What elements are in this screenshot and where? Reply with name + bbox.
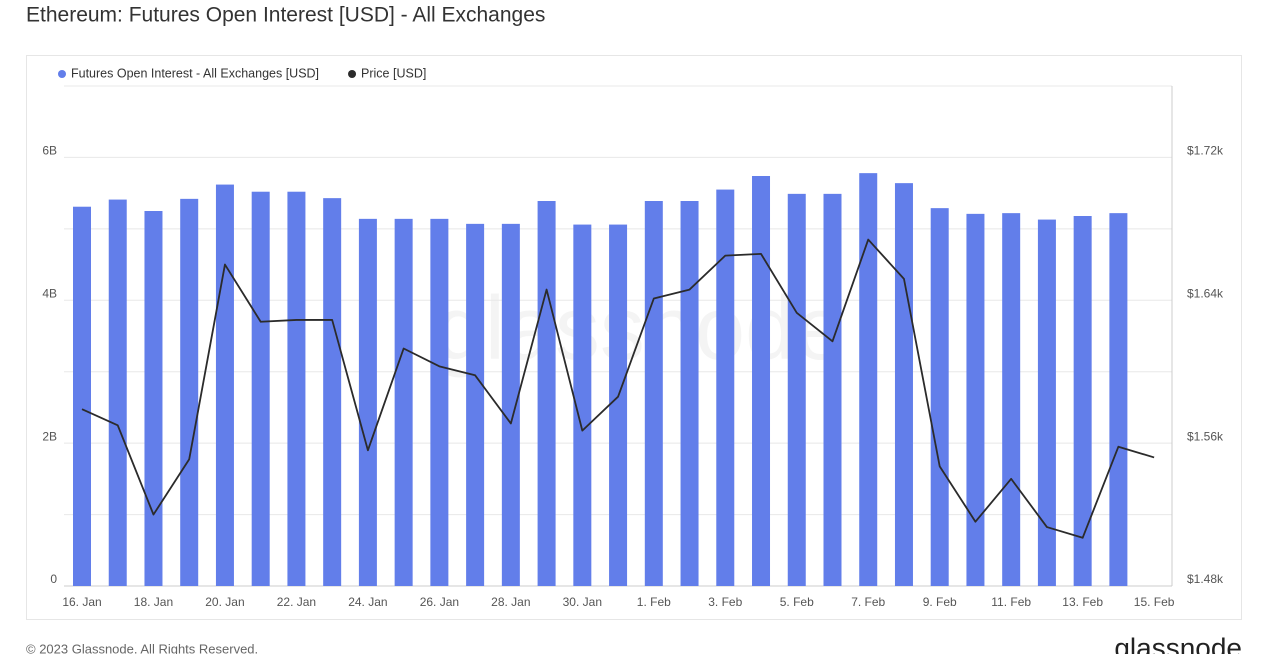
chart-title: Ethereum: Futures Open Interest [USD] - … bbox=[26, 4, 545, 27]
bar bbox=[466, 223, 485, 586]
x-tick-label: 5. Feb bbox=[780, 595, 814, 609]
y2-tick-label: $1.64k bbox=[1187, 286, 1224, 300]
bar bbox=[716, 189, 735, 587]
bar bbox=[73, 206, 91, 586]
bar bbox=[287, 191, 306, 586]
bar bbox=[859, 173, 878, 586]
bar bbox=[430, 218, 449, 586]
y2-tick-label: $1.48k bbox=[1187, 572, 1224, 586]
bar bbox=[215, 184, 234, 587]
footer: © 2023 Glassnode. All Rights Reserved. bbox=[26, 641, 258, 654]
bar bbox=[358, 218, 377, 586]
bar bbox=[394, 218, 413, 586]
x-tick-label: 28. Jan bbox=[491, 595, 530, 609]
bar bbox=[144, 211, 163, 586]
x-tick-label: 1. Feb bbox=[637, 595, 671, 609]
bar bbox=[894, 183, 913, 586]
logo: glassnode bbox=[1114, 632, 1242, 654]
x-tick-label: 26. Jan bbox=[420, 595, 459, 609]
bar bbox=[1109, 213, 1128, 586]
legend-marker bbox=[58, 70, 66, 78]
bar bbox=[680, 201, 699, 586]
x-tick-label: 13. Feb bbox=[1062, 595, 1103, 609]
bar bbox=[1073, 216, 1092, 586]
x-tick-label: 7. Feb bbox=[851, 595, 885, 609]
x-tick-label: 9. Feb bbox=[923, 595, 957, 609]
x-tick-label: 24. Jan bbox=[348, 595, 387, 609]
bar bbox=[966, 213, 985, 586]
y-tick-label: 2B bbox=[42, 429, 57, 443]
x-tick-label: 20. Jan bbox=[205, 595, 244, 609]
bar bbox=[823, 193, 842, 586]
x-tick-label: 30. Jan bbox=[563, 595, 602, 609]
legend-marker bbox=[348, 70, 357, 78]
y2-tick-label: $1.72k bbox=[1187, 144, 1224, 158]
bar bbox=[180, 198, 199, 586]
legend-label: Price [USD] bbox=[361, 66, 426, 80]
bar bbox=[1002, 213, 1021, 586]
x-tick-label: 11. Feb bbox=[991, 595, 1031, 609]
bar bbox=[501, 223, 520, 586]
y-tick-label: 4B bbox=[42, 286, 57, 300]
bar bbox=[644, 201, 663, 586]
bar bbox=[930, 208, 949, 586]
y-tick-label: 0 bbox=[50, 572, 57, 586]
x-tick-label: 16. Jan bbox=[62, 595, 101, 609]
legend-label: Futures Open Interest - All Exchanges [U… bbox=[71, 66, 319, 80]
bar bbox=[108, 199, 127, 587]
bar bbox=[537, 201, 556, 586]
x-tick-label: 15. Feb bbox=[1134, 595, 1175, 609]
bar bbox=[251, 191, 270, 586]
x-tick-label: 18. Jan bbox=[134, 595, 173, 609]
price-line bbox=[81, 238, 1155, 539]
bar bbox=[609, 224, 628, 587]
bar bbox=[787, 193, 806, 586]
y-tick-label: 6B bbox=[42, 144, 57, 158]
bar bbox=[1037, 219, 1056, 587]
x-tick-label: 22. Jan bbox=[277, 595, 316, 609]
chart-frame bbox=[26, 55, 1242, 620]
bar bbox=[573, 224, 592, 587]
bar bbox=[752, 176, 771, 586]
bar bbox=[323, 198, 342, 586]
watermark: glassnode bbox=[435, 279, 845, 379]
x-tick-label: 3. Feb bbox=[708, 595, 742, 609]
y2-tick-label: $1.56k bbox=[1187, 429, 1224, 443]
